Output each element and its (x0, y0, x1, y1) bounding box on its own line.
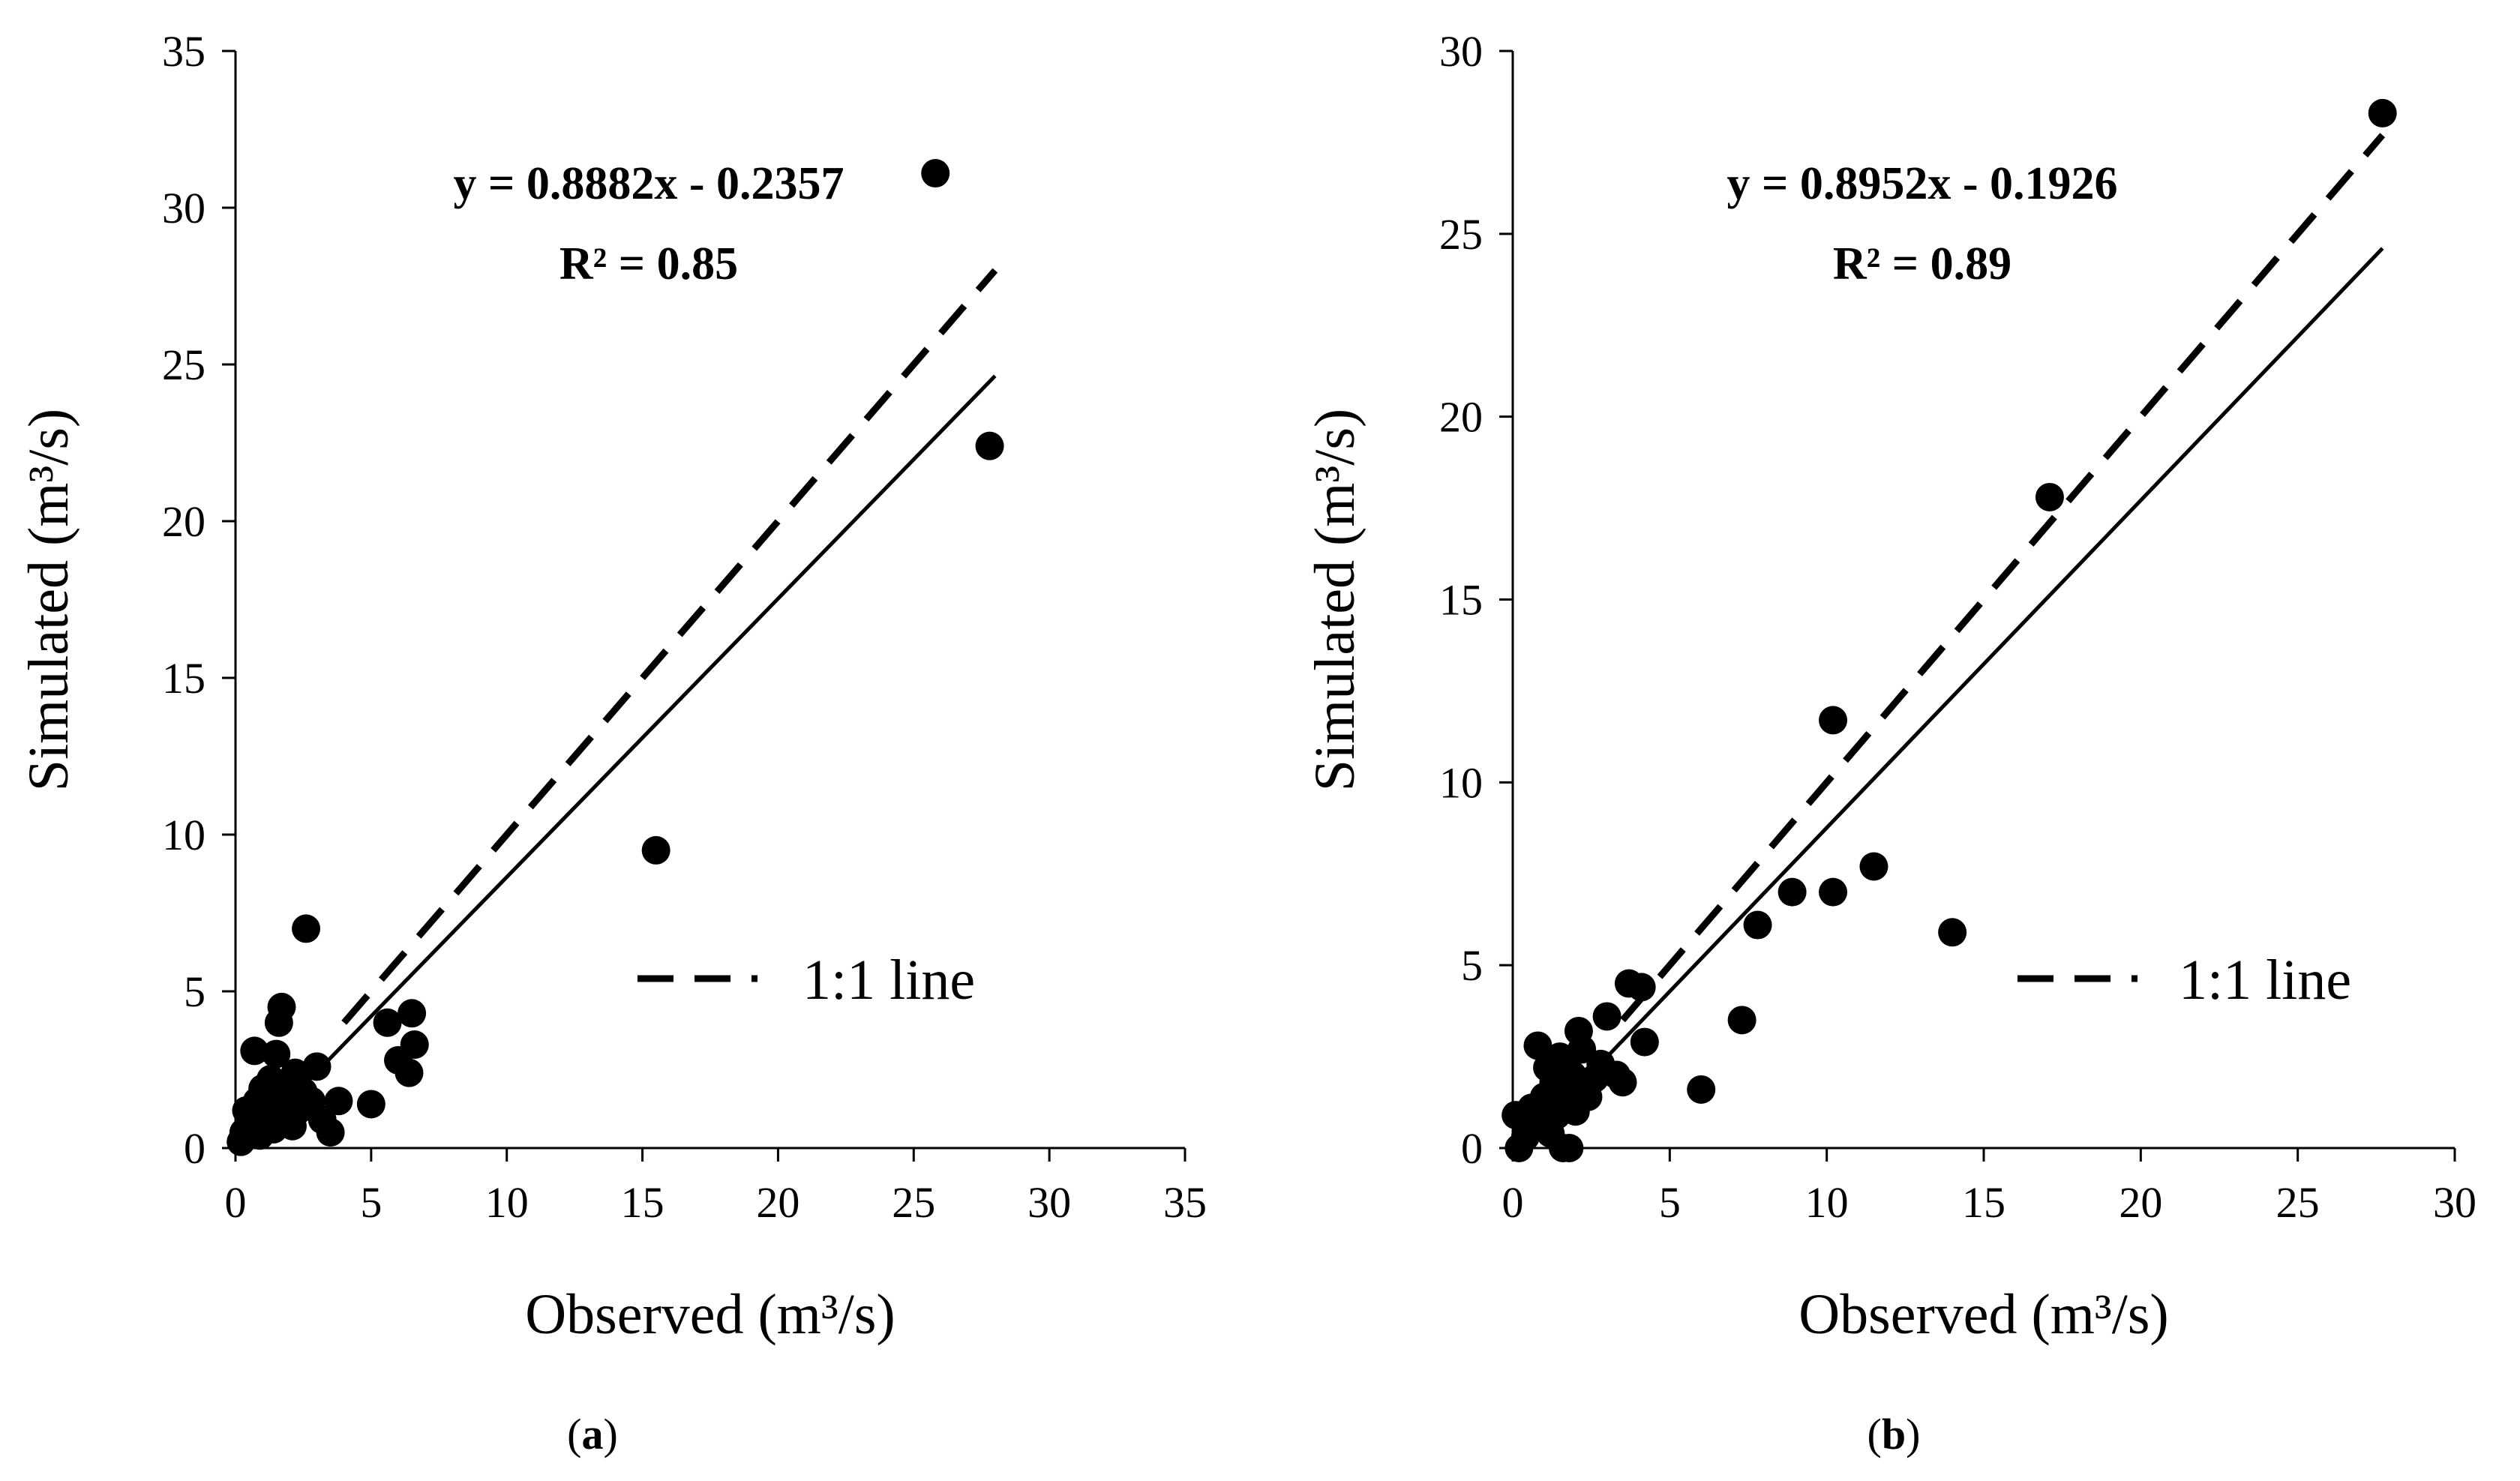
one-to-one-line (1620, 133, 2386, 1023)
y-tick-label: 25 (162, 340, 206, 389)
x-tick-label: 35 (1163, 1178, 1207, 1227)
regression-equation: y = 0.8882x - 0.2357 (454, 158, 844, 209)
regression-equation: y = 0.8952x - 0.1926 (1727, 158, 2118, 209)
regression-line (288, 374, 997, 1102)
y-tick-label: 15 (162, 654, 206, 703)
one-to-one-line (341, 268, 998, 1025)
data-point (324, 1087, 353, 1116)
x-tick-label: 10 (1805, 1178, 1849, 1227)
data-point (398, 999, 427, 1028)
y-tick-label: 10 (162, 811, 206, 859)
x-tick-label: 25 (2276, 1178, 2320, 1227)
y-tick-label: 30 (162, 184, 206, 232)
data-point (1687, 1075, 1716, 1104)
data-point (373, 1008, 402, 1037)
x-tick-label: 5 (1659, 1178, 1681, 1227)
data-point (240, 1036, 269, 1066)
x-tick-label: 10 (485, 1178, 529, 1227)
y-tick-label: 5 (184, 967, 206, 1016)
x-tick-label: 30 (1028, 1178, 1071, 1227)
data-point (1627, 973, 1656, 1002)
data-point (1819, 706, 1848, 735)
y-tick-label: 5 (1461, 941, 1483, 990)
data-point (1630, 1027, 1659, 1057)
x-tick-label: 5 (360, 1178, 382, 1227)
panel-label: (a) (567, 1410, 618, 1459)
x-tick-label: 0 (225, 1178, 247, 1227)
x-axis-title: Observed (m³/s) (1798, 1283, 2168, 1346)
regression-line (1558, 247, 2384, 1108)
y-tick-label: 0 (1461, 1124, 1483, 1173)
data-point (921, 159, 950, 188)
x-tick-label: 15 (621, 1178, 664, 1227)
data-point (1555, 1134, 1584, 1162)
data-point (1743, 910, 1772, 940)
data-point (1592, 1002, 1622, 1031)
data-point (267, 992, 296, 1021)
data-point (1819, 877, 1848, 907)
data-point (1778, 877, 1807, 907)
r-squared: R² = 0.85 (560, 238, 738, 289)
data-point (1727, 1006, 1756, 1035)
y-tick-label: 20 (162, 497, 206, 546)
legend-label: 1:1 line (2179, 949, 2351, 1012)
y-tick-label: 10 (1439, 758, 1483, 807)
data-point (356, 1090, 386, 1119)
chart-panel-b: 0 5 10 15 20 25 30 0 5 10 15 20 25 30 Observed (m³/s) S… (1304, 27, 2476, 1459)
data-point (1558, 1060, 1587, 1090)
x-axis-title: Observed (m³/s) (525, 1283, 895, 1346)
panel-label: (b) (1868, 1410, 1921, 1459)
y-tick-label: 35 (162, 27, 206, 76)
y-tick-label: 30 (1439, 27, 1483, 76)
y-tick-label: 20 (1439, 393, 1483, 442)
r-squared: R² = 0.89 (1833, 238, 2012, 289)
data-point (2035, 482, 2064, 511)
chart-panel-a: 0 5 10 15 20 25 30 35 0 5 10 15 20 25 30 35 Observed (m³… (17, 27, 1207, 1459)
data-point (1523, 1031, 1552, 1060)
data-point (641, 835, 670, 865)
y-tick-label: 15 (1439, 576, 1483, 625)
y-tick-label: 25 (1439, 210, 1483, 259)
data-point (400, 1030, 429, 1060)
x-tick-label: 25 (892, 1178, 935, 1227)
y-axis-title: Simulated (m³/s) (17, 409, 80, 791)
legend-label: 1:1 line (802, 949, 975, 1012)
data-point (394, 1058, 424, 1087)
data-point (1859, 852, 1888, 881)
data-point (292, 914, 321, 943)
x-tick-label: 30 (2433, 1178, 2476, 1227)
data-point (975, 431, 1004, 460)
x-tick-label: 15 (1962, 1178, 2006, 1227)
x-tick-label: 20 (756, 1178, 800, 1227)
y-axis-title: Simulated (m³/s) (1304, 409, 1366, 791)
data-point (302, 1052, 332, 1081)
x-tick-label: 0 (1502, 1178, 1524, 1227)
data-point (262, 1039, 291, 1069)
data-point (2368, 98, 2397, 127)
data-point (316, 1118, 345, 1147)
data-point (1608, 1068, 1637, 1097)
data-point (1938, 918, 1967, 947)
x-tick-label: 20 (2119, 1178, 2162, 1227)
y-tick-label: 0 (184, 1124, 206, 1173)
